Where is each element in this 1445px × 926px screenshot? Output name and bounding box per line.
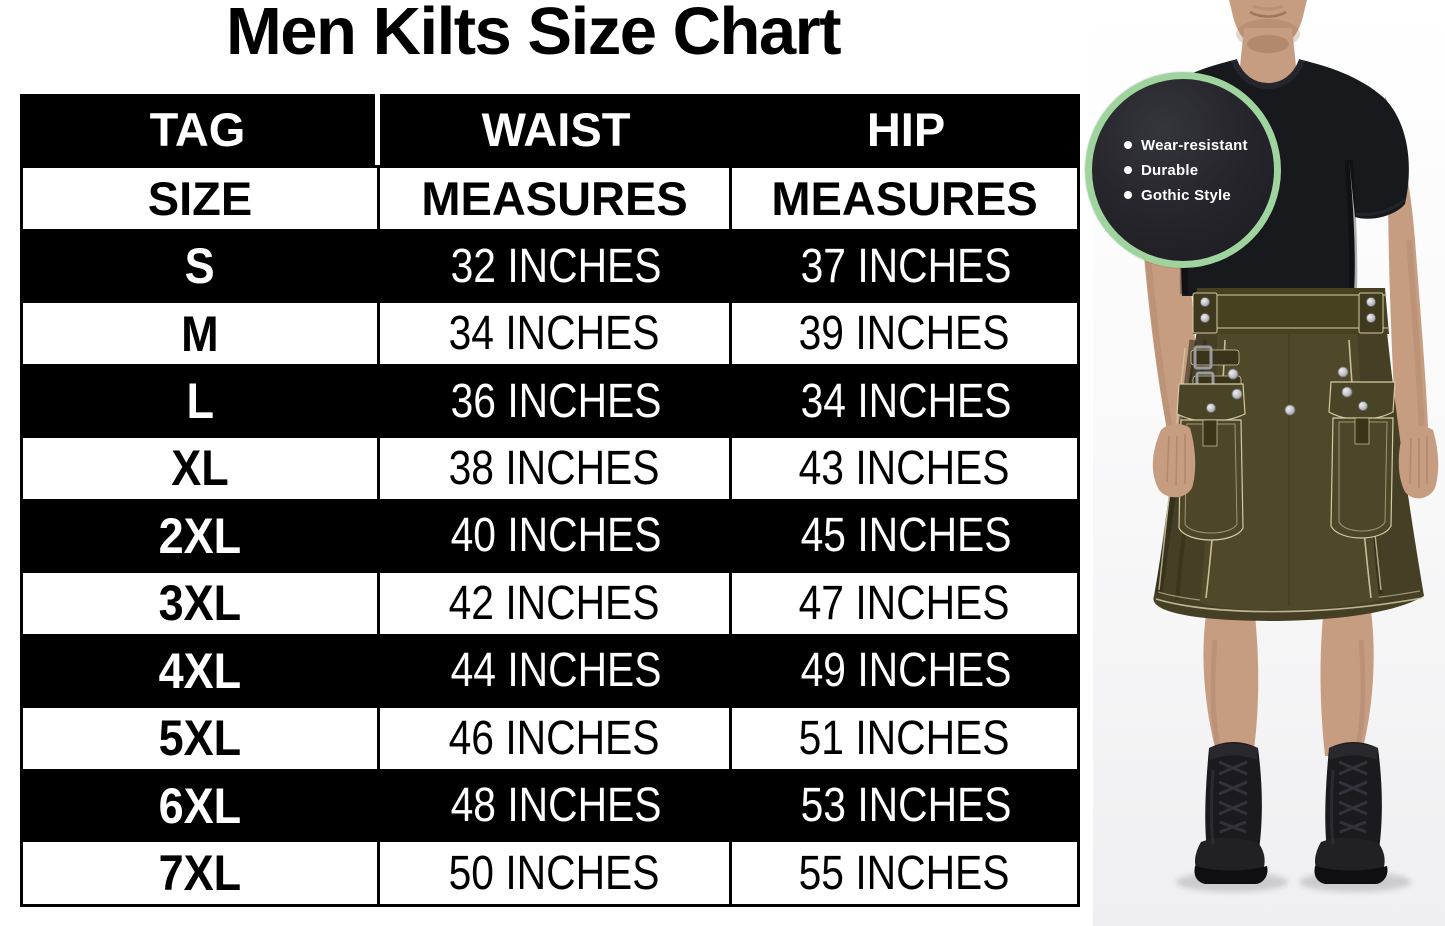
- table-row: 7XL 50 INCHES 55 INCHES: [20, 839, 1080, 907]
- hip-cell: 34 INCHES: [800, 374, 1012, 428]
- tag-size-cell: L: [186, 373, 214, 430]
- hip-cell: 53 INCHES: [800, 779, 1012, 833]
- table-row: 6XL 48 INCHES 53 INCHES: [20, 771, 1080, 840]
- table-row: 4XL 44 INCHES 49 INCHES: [20, 637, 1080, 705]
- tag-size-cell: 3XL: [20, 572, 380, 635]
- tag-size-cell: 5XL: [20, 707, 380, 769]
- header-waist-measures: MEASURES: [380, 168, 732, 230]
- tag-size-cell: 4XL: [158, 642, 242, 699]
- waist-cell: 46 INCHES: [380, 707, 732, 769]
- feature-label: Gothic Style: [1141, 186, 1231, 204]
- waist-cell: 38 INCHES: [380, 437, 732, 500]
- feature-item: Wear-resistant: [1124, 137, 1266, 154]
- feature-item: Gothic Style: [1124, 187, 1266, 204]
- feature-label: Wear-resistant: [1141, 136, 1248, 154]
- feature-badge: Wear-resistant Durable Gothic Style: [1085, 72, 1281, 268]
- feature-label: Durable: [1141, 161, 1199, 179]
- tag-size-cell: XL: [20, 437, 380, 500]
- bullet-icon: [1124, 141, 1132, 149]
- waist-cell: 36 INCHES: [450, 374, 662, 428]
- header-tag: TAG: [20, 94, 380, 165]
- hip-cell: 43 INCHES: [732, 437, 1080, 500]
- header-waist: WAIST: [481, 103, 631, 156]
- tag-size-cell: 2XL: [158, 507, 242, 564]
- hip-cell: 45 INCHES: [800, 509, 1012, 563]
- tag-size-cell: 6XL: [158, 777, 242, 834]
- table-row: S 32 INCHES 37 INCHES: [20, 232, 1080, 300]
- bullet-icon: [1124, 166, 1132, 174]
- size-table: TAG WAIST HIP SIZE MEASURES MEASURES S 3…: [20, 94, 1080, 907]
- bullet-icon: [1124, 191, 1132, 199]
- header-size: SIZE: [20, 168, 380, 230]
- table-row: M 34 INCHES 39 INCHES: [20, 299, 1080, 368]
- waist-cell: 40 INCHES: [450, 509, 662, 563]
- table-header-row-1: TAG WAIST HIP: [20, 94, 1080, 165]
- kilt-model-photo: [1093, 0, 1445, 926]
- hip-cell: 51 INCHES: [732, 707, 1080, 769]
- page-title: Men Kilts Size Chart: [225, 0, 842, 69]
- feature-item: Durable: [1124, 162, 1266, 179]
- kilt-model-illustration: [1093, 0, 1445, 926]
- table-row: 5XL 46 INCHES 51 INCHES: [20, 704, 1080, 772]
- waist-cell: 34 INCHES: [380, 302, 732, 365]
- table-row: XL 38 INCHES 43 INCHES: [20, 434, 1080, 503]
- header-hip: HIP: [866, 103, 946, 156]
- table-row: 3XL 42 INCHES 47 INCHES: [20, 569, 1080, 638]
- tag-size-cell: M: [20, 302, 380, 365]
- table-header-row-2: SIZE MEASURES MEASURES: [20, 165, 1080, 233]
- waist-cell: 42 INCHES: [380, 572, 732, 635]
- waist-cell: 50 INCHES: [380, 842, 732, 904]
- header-hip-measures: MEASURES: [732, 168, 1080, 230]
- tag-size-cell: S: [184, 238, 216, 295]
- hip-cell: 39 INCHES: [732, 302, 1080, 365]
- waist-cell: 44 INCHES: [450, 644, 662, 698]
- waist-cell: 48 INCHES: [450, 779, 662, 833]
- table-row: L 36 INCHES 34 INCHES: [20, 367, 1080, 435]
- waist-cell: 32 INCHES: [450, 239, 662, 293]
- hip-cell: 37 INCHES: [800, 239, 1012, 293]
- hip-cell: 47 INCHES: [732, 572, 1080, 635]
- table-row: 2XL 40 INCHES 45 INCHES: [20, 502, 1080, 570]
- hip-cell: 49 INCHES: [800, 644, 1012, 698]
- hip-cell: 55 INCHES: [732, 842, 1080, 904]
- tag-size-cell: 7XL: [20, 842, 380, 904]
